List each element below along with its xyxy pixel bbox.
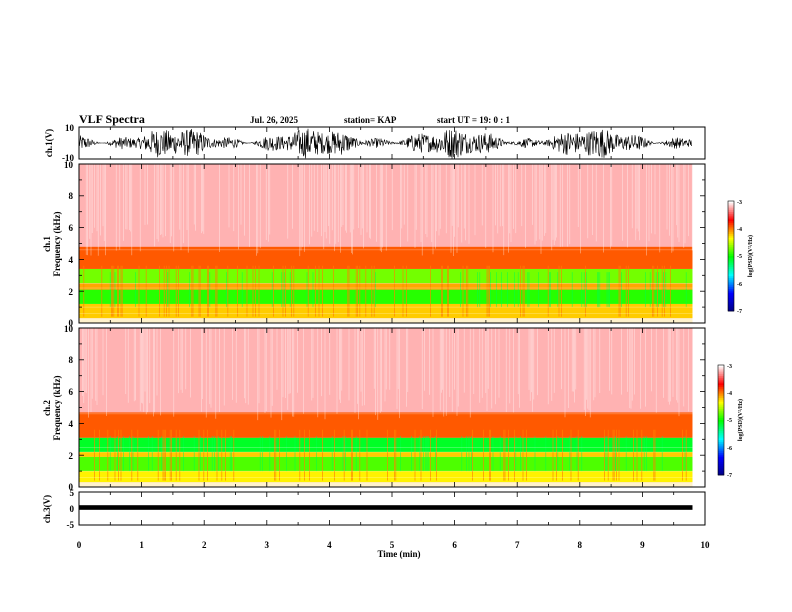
time-tick-label: 1 — [139, 540, 144, 550]
ch1-ytick-bottom: -10 — [62, 153, 74, 163]
ch1-spec-ytick-0: 0 — [69, 318, 74, 328]
ch1-waveform-line — [78, 128, 693, 159]
ch1-colorbar-label: log(PSD)(V²/Hz) — [747, 235, 754, 277]
ch2-spec-ytick-4: 4 — [69, 419, 74, 429]
time-tick-label: 4 — [327, 540, 332, 550]
ch1-ytick-top: 10 — [65, 123, 75, 133]
ch1-spec-ytick-6: 6 — [69, 223, 74, 233]
ch3-waveform-line — [79, 505, 693, 510]
time-axis-label: Time (min) — [377, 549, 420, 559]
ch3-ytick-m5: -5 — [67, 520, 75, 530]
ch3-ytick-5: 5 — [70, 488, 75, 498]
ch2-spec-ytick-6: 6 — [69, 387, 74, 397]
ch2-spec-ytick-0: 0 — [69, 482, 74, 492]
time-tick-label: 3 — [265, 540, 270, 550]
ch1-cb-tick-m3: -3 — [737, 200, 742, 206]
ch1-cb-tick-m4: -4 — [737, 227, 742, 233]
ch2-spec-ytick-8: 8 — [69, 355, 74, 365]
ch1-spec-ylabel: ch.1Frequency (kHz) — [42, 211, 62, 276]
ch1-cb-tick-m7: -7 — [737, 309, 742, 315]
ch1-waveform-panel: 10 -10 ch.1(V) — [44, 123, 706, 163]
ch1-spectrogram-image — [78, 164, 705, 323]
time-tick-label: 5 — [390, 540, 395, 550]
time-axis: 0 1 2 3 4 5 6 7 8 9 10 — [77, 127, 710, 550]
figure-title: VLF Spectra — [79, 112, 145, 126]
ch2-cb-tick-m7: -7 — [727, 473, 732, 479]
ch3-waveform-ylabel: ch.3(V) — [42, 495, 52, 523]
ch2-spectrogram-panel: 0 2 4 6 8 10 ch.2Frequency (kHz) -3 -4 -… — [42, 324, 744, 492]
ch1-spec-ytick-4: 4 — [69, 255, 74, 265]
ch2-cb-tick-m6: -6 — [727, 446, 732, 452]
ch1-cb-tick-m5: -5 — [737, 254, 742, 260]
ch1-cb-tick-m6: -6 — [737, 282, 742, 288]
ch2-cb-tick-m4: -4 — [727, 391, 732, 397]
ch2-spec-ylabel: ch.2Frequency (kHz) — [42, 375, 62, 440]
ch2-spec-ytick-10: 10 — [64, 324, 74, 334]
ch2-colorbar: -3 -4 -5 -6 -7 log(PSD)(V²/Hz) — [717, 364, 744, 479]
ch2-spectrogram-image — [78, 328, 705, 487]
ch2-cb-tick-m3: -3 — [727, 364, 732, 370]
ch1-spec-ytick-10: 10 — [64, 160, 74, 170]
station-label: station= KAP — [344, 115, 397, 125]
ch1-spectrogram-panel: 0 2 4 6 8 10 ch.1Frequency (kHz) -3 -4 -… — [42, 160, 754, 328]
ch2-spec-ytick-2: 2 — [69, 451, 74, 461]
time-tick-label: 9 — [640, 540, 645, 550]
time-tick-label: 2 — [202, 540, 207, 550]
ch2-cb-tick-m5: -5 — [727, 418, 732, 424]
ch1-spec-ytick-8: 8 — [69, 191, 74, 201]
ch1-colorbar: -3 -4 -5 -6 -7 log(PSD)(V²/Hz) — [727, 200, 754, 315]
time-tick-label: 7 — [515, 540, 520, 550]
time-tick-label: 8 — [578, 540, 583, 550]
time-tick-label: 0 — [77, 540, 82, 550]
ch3-ytick-0: 0 — [70, 504, 75, 514]
start-time-label: start UT = 19: 0 : 1 — [437, 115, 510, 125]
date-label: Jul. 26, 2025 — [250, 115, 299, 125]
ch1-waveform-ylabel: ch.1(V) — [44, 129, 54, 157]
time-tick-label: 6 — [452, 540, 457, 550]
ch2-colorbar-label: log(PSD)(V²/Hz) — [737, 399, 744, 441]
time-tick-label: 10 — [701, 540, 711, 550]
ch1-spec-ytick-2: 2 — [69, 287, 74, 297]
